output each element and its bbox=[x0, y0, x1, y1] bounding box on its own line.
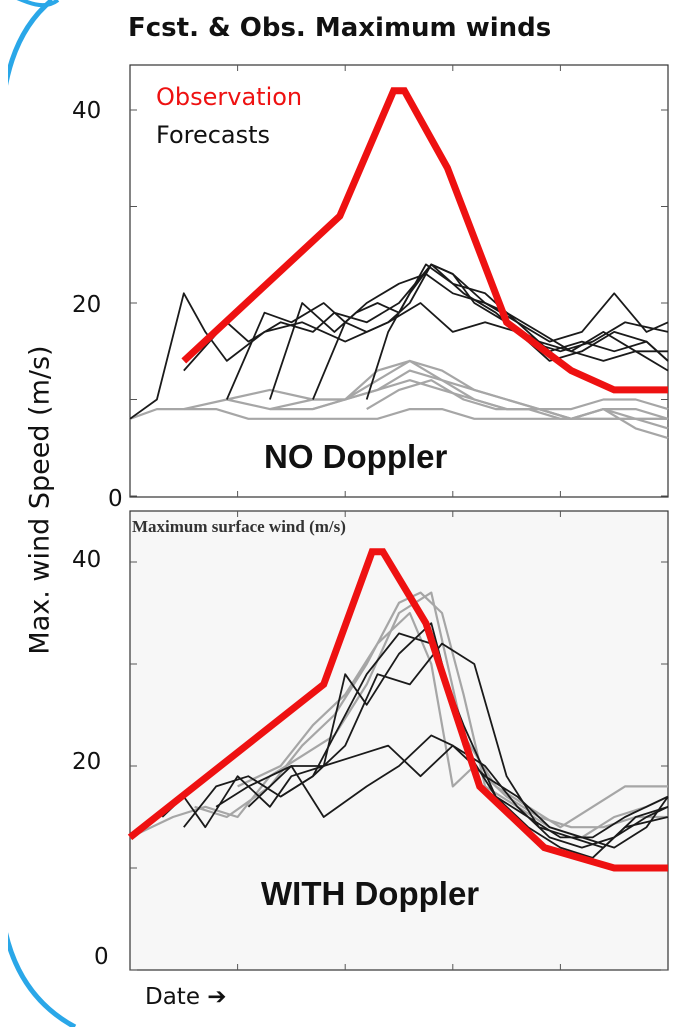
y-tick-bot-40: 40 bbox=[72, 547, 102, 573]
forecast-line bbox=[312, 379, 669, 440]
forecast-line bbox=[237, 611, 668, 829]
forecast-line bbox=[194, 591, 669, 839]
x-axis-label: Date ➔ bbox=[145, 984, 227, 1010]
inner-chart-title: Maximum surface wind (m/s) bbox=[132, 517, 346, 536]
y-tick-bot-0: 0 bbox=[94, 944, 109, 970]
legend-observation: Observation bbox=[156, 83, 303, 111]
y-tick-top-20: 20 bbox=[72, 292, 102, 318]
panel-no-doppler: Observation Forecasts NO Doppler bbox=[129, 64, 669, 498]
forecast-line bbox=[280, 642, 669, 849]
y-tick-bot-20: 20 bbox=[72, 749, 102, 775]
y-tick-top-0: 0 bbox=[108, 486, 123, 512]
chart-with-doppler bbox=[127, 510, 669, 971]
forecast-line bbox=[365, 263, 669, 400]
forecast-line bbox=[129, 591, 668, 839]
chart-no-doppler bbox=[129, 64, 669, 498]
forecast-line bbox=[366, 379, 668, 420]
forecast-line bbox=[129, 292, 669, 420]
observation-line bbox=[181, 87, 668, 394]
y-axis-label: Max. wind Speed (m/s) bbox=[24, 345, 56, 655]
forecast-line bbox=[312, 263, 668, 400]
y-tick-top-40: 40 bbox=[72, 98, 102, 124]
plot-frame bbox=[129, 510, 669, 971]
forecast-line bbox=[269, 263, 669, 400]
chart-title: Fcst. & Obs. Maximum winds bbox=[128, 13, 552, 43]
legend: Observation Forecasts bbox=[156, 78, 302, 154]
legend-forecasts: Forecasts bbox=[156, 121, 271, 149]
annotation-no-doppler: NO Doppler bbox=[264, 438, 448, 475]
observation-line bbox=[127, 548, 668, 872]
annotation-with-doppler: WITH Doppler bbox=[261, 875, 480, 912]
forecast-line bbox=[225, 273, 669, 400]
plot-frame bbox=[129, 64, 669, 498]
panel-with-doppler: Maximum surface wind (m/s) WITH Doppler bbox=[127, 510, 669, 971]
